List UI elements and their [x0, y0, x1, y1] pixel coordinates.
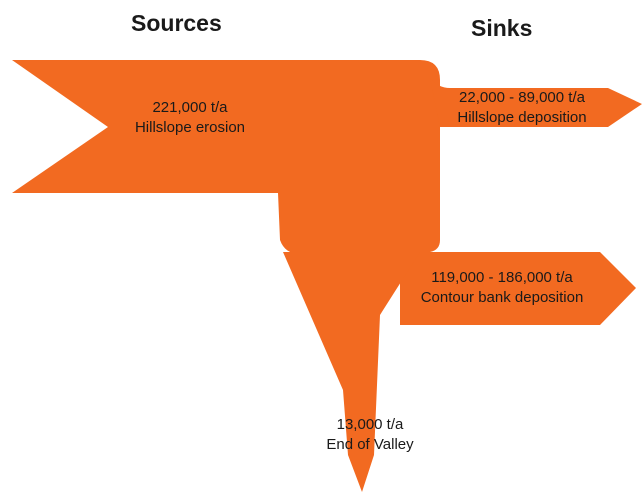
contour-bank-deposition-name: Contour bank deposition: [420, 289, 584, 306]
label-end-of-valley: 13,000 t/a End of Valley: [305, 415, 435, 455]
end-of-valley-name: End of Valley: [326, 436, 414, 453]
label-hillslope-deposition: 22,000 - 89,000 t/a Hillslope deposition: [436, 88, 608, 128]
hillslope-erosion-value: 221,000 t/a: [152, 99, 228, 116]
sources-heading: Sources: [131, 10, 222, 36]
hillslope-deposition-value: 22,000 - 89,000 t/a: [459, 89, 585, 106]
end-of-valley-value: 13,000 t/a: [336, 416, 404, 433]
source-arrow-hillslope-erosion: [12, 60, 440, 254]
hillslope-erosion-name: Hillslope erosion: [134, 119, 246, 136]
sink-arrow-end-of-valley: [283, 252, 420, 492]
sinks-heading: Sinks: [471, 15, 533, 41]
label-hillslope-erosion: 221,000 t/a Hillslope erosion: [114, 98, 266, 138]
hillslope-deposition-name: Hillslope deposition: [457, 109, 587, 126]
sink-arrow-hillslope-deposition: [430, 78, 642, 127]
sink-arrow-contour-bank-deposition: [400, 252, 636, 325]
label-contour-bank-deposition: 119,000 - 186,000 t/a Contour bank depos…: [398, 268, 606, 308]
contour-bank-deposition-value: 119,000 - 186,000 t/a: [431, 269, 573, 286]
